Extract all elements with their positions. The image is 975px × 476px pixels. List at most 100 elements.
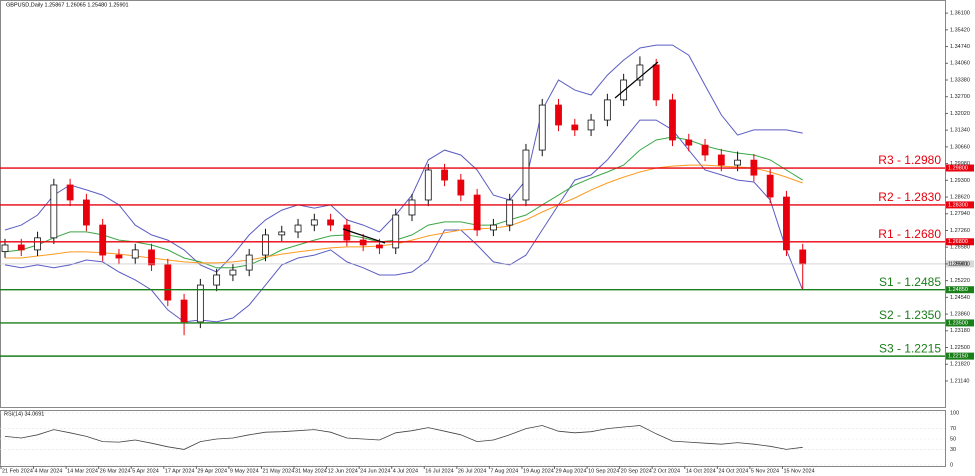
x-tick-label: 12 Jun 2024 (328, 468, 358, 474)
x-tick-label: 17 Apr 2024 (165, 468, 195, 474)
y-tick-label: 1.28620 (950, 194, 970, 200)
candle-body (506, 199, 514, 226)
candle-body (603, 99, 611, 121)
y-tick-label: 1.27940 (950, 211, 970, 217)
x-tick-label: 29 Aug 2024 (556, 468, 587, 474)
rsi-panel (0, 410, 946, 467)
candle-body (245, 254, 253, 271)
y-tick-label: 1.34060 (950, 61, 970, 67)
candle-body (441, 169, 448, 181)
y-tick-label: 1.35420 (950, 27, 970, 33)
candle-body (717, 154, 725, 166)
chart-title: GBPUSD,Daily 1.25867 1.26065 1.25480 1.2… (6, 2, 129, 8)
candle-body (180, 299, 188, 323)
candle-body (343, 224, 351, 241)
candle-body (587, 119, 595, 131)
candle-body (457, 179, 465, 196)
level-label: R2 - 1.2830 (878, 190, 941, 204)
candle-body (489, 224, 497, 231)
level-tag-label: 1.29800 (948, 165, 968, 171)
rsi-tick-label: 30 (950, 447, 956, 453)
level-tag (946, 164, 974, 172)
candle-body (783, 196, 790, 251)
candle-body (278, 231, 286, 236)
candle-body (294, 224, 302, 233)
y-tick-label: 1.26580 (950, 245, 970, 251)
level-tag-label: 1.28300 (948, 202, 968, 208)
y-tick-label: 1.27260 (950, 228, 970, 234)
x-tick-label: 14 Oct 2024 (686, 468, 716, 474)
candle-body (66, 184, 74, 201)
candles (1, 56, 807, 336)
trendline (614, 61, 659, 99)
candle-body (327, 219, 335, 226)
x-tick-label: 14 Mar 2024 (67, 468, 98, 474)
level-tag (946, 286, 974, 294)
y-tick-label: 1.29300 (950, 178, 970, 184)
x-tick-label: 31 May 2024 (295, 468, 327, 474)
y-tick-label: 1.29980 (950, 161, 970, 167)
candle-body (766, 174, 774, 198)
indicator-line (4, 119, 804, 323)
candle-body (310, 219, 318, 226)
y-tick-label: 1.33380 (950, 77, 970, 83)
x-tick-label: 15 Nov 2024 (783, 468, 814, 474)
candle-body (571, 124, 579, 131)
candle-body (50, 184, 58, 239)
candle-body (799, 249, 807, 265)
candle-body (229, 269, 237, 276)
candle-body (34, 237, 41, 251)
price-panel (0, 0, 946, 408)
candle-body (620, 79, 628, 101)
y-tick-label: 1.24540 (950, 295, 970, 301)
candle-body (734, 159, 741, 166)
y-tick-label: 1.21140 (950, 378, 969, 384)
x-tick-label: 26 Jul 2024 (458, 468, 486, 474)
x-tick-label: 9 May 2024 (230, 468, 259, 474)
candle-body (473, 194, 481, 231)
candle-body (131, 249, 139, 259)
candle-body (1, 244, 9, 253)
candle-body (685, 139, 693, 146)
indicator-line (4, 136, 803, 269)
level-label: R1 - 1.2680 (878, 227, 941, 241)
candle-body (262, 234, 269, 256)
x-tick-label: 4 Jul 2024 (393, 468, 418, 474)
level-label: S2 - 1.2350 (879, 308, 941, 322)
level-label: S1 - 1.2485 (879, 275, 941, 289)
x-tick-label: 26 Mar 2024 (100, 468, 131, 474)
last-price-label: 1.25901 (948, 261, 968, 267)
y-tick-label: 1.34740 (950, 44, 970, 50)
x-tick-label: 16 Jul 2024 (425, 468, 453, 474)
rsi-tick-label: 50 (950, 436, 956, 442)
candle-body (99, 224, 107, 256)
level-tag-label: 1.22150 (948, 354, 968, 360)
y-tick-label: 1.36100 (950, 11, 970, 17)
y-tick-label: 1.23180 (950, 328, 970, 334)
x-tick-label: 24 Jun 2024 (360, 468, 390, 474)
candle-body (538, 104, 546, 151)
x-tick-label: 19 Aug 2024 (523, 468, 554, 474)
y-tick-label: 1.25900 (950, 261, 970, 267)
candle-body (701, 144, 709, 156)
y-tick-label: 1.32020 (950, 111, 970, 117)
y-tick-label: 1.23860 (950, 312, 970, 318)
candle-body (669, 99, 676, 141)
level-tag-label: 1.24850 (948, 287, 968, 293)
level-tag (946, 238, 974, 246)
level-label: R3 - 1.2980 (878, 153, 941, 167)
x-tick-label: 4 Mar 2024 (35, 468, 63, 474)
candle-body (424, 169, 432, 201)
x-tick-label: 5 Nov 2024 (751, 468, 779, 474)
candle-body (83, 199, 90, 226)
level-tag (946, 319, 974, 327)
rsi-tick-label: 0 (950, 462, 953, 468)
candle-body (652, 64, 660, 101)
y-tick-label: 1.31340 (950, 128, 970, 134)
candle-body (17, 244, 25, 251)
y-tick-label: 1.22500 (950, 345, 970, 351)
candle-body (376, 244, 383, 249)
y-tick-label: 1.21820 (950, 362, 970, 368)
y-tick-label: 1.30660 (950, 144, 970, 150)
